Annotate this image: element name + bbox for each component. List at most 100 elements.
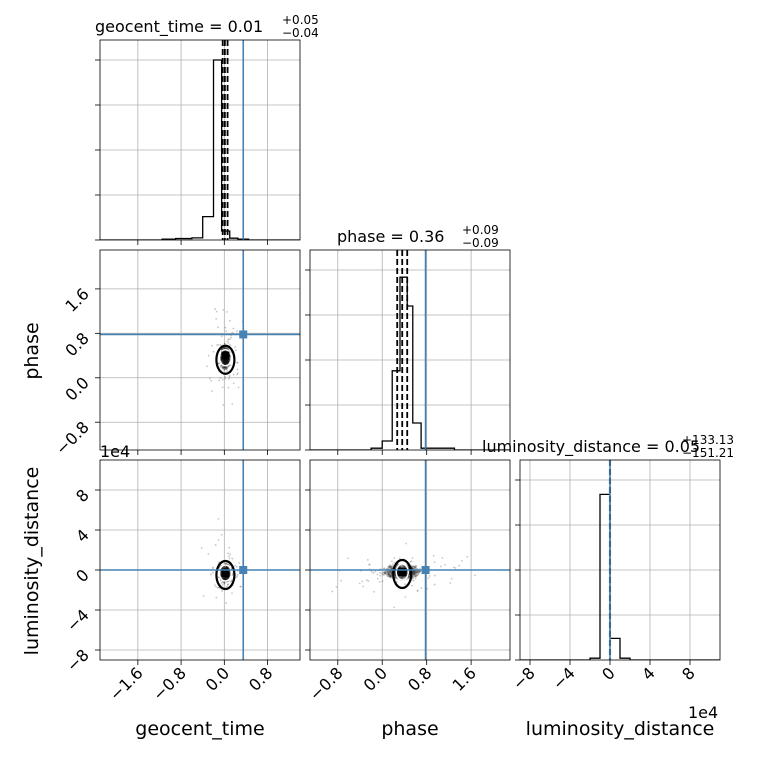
sample-point <box>384 572 387 575</box>
sample-point <box>212 571 214 574</box>
panel-frame <box>309 249 511 451</box>
sample-point <box>395 580 398 583</box>
sample-point <box>215 596 218 599</box>
sample-point <box>389 565 392 568</box>
sample-point <box>224 326 227 329</box>
sample-point <box>228 338 231 341</box>
sample-point <box>216 344 219 347</box>
sample-point <box>379 574 382 577</box>
sample-point <box>387 573 390 576</box>
sample-point <box>412 570 415 573</box>
sample-point <box>412 572 415 575</box>
title-geocent-time-upper: +0.05 <box>282 13 319 27</box>
sample-point <box>383 573 385 576</box>
sample-point <box>234 564 236 567</box>
sample-point <box>221 347 224 350</box>
sample-point <box>411 577 414 580</box>
sample-point <box>331 590 334 593</box>
sample-point <box>388 570 391 573</box>
sample-point <box>231 592 233 595</box>
sample-point <box>224 578 227 580</box>
xlabel-geocent-time: geocent_time <box>135 718 264 740</box>
sample-point <box>390 575 393 578</box>
sample-point <box>227 360 230 363</box>
sample-point <box>401 576 404 579</box>
sample-point <box>207 354 210 357</box>
sample-point <box>237 386 240 389</box>
sample-point <box>399 565 401 568</box>
sample-point <box>221 359 223 362</box>
sample-point <box>227 583 229 586</box>
sample-point <box>217 539 220 541</box>
sample-point <box>416 571 419 574</box>
ylabel-phase: phase <box>21 322 43 379</box>
sample-point <box>415 571 417 574</box>
sample-point <box>224 342 226 345</box>
sample-point <box>390 573 393 576</box>
sample-point <box>388 573 391 575</box>
sample-point <box>225 330 228 332</box>
sample-point <box>391 567 394 570</box>
histogram-geocent_time <box>100 59 300 240</box>
title-geocent-time: geocent_time = 0.01 <box>95 17 263 37</box>
sample-point <box>225 577 228 580</box>
sample-point <box>390 574 393 577</box>
sample-point <box>405 542 408 545</box>
sample-point <box>234 345 237 348</box>
y-tick-label: −8 <box>63 645 93 675</box>
sample-point <box>414 574 417 577</box>
sample-point <box>458 564 460 567</box>
sample-point <box>224 347 227 349</box>
sample-point <box>235 565 238 568</box>
sample-point <box>221 360 224 363</box>
sample-point <box>390 572 392 574</box>
sample-point <box>222 366 225 369</box>
sample-point <box>414 571 417 574</box>
sample-point <box>222 566 225 569</box>
sample-point <box>222 581 225 584</box>
sample-point <box>226 576 229 579</box>
sample-point <box>383 572 386 574</box>
sample-point <box>414 570 417 573</box>
sample-point <box>223 578 226 580</box>
sample-point <box>416 571 419 574</box>
sample-point <box>373 590 375 593</box>
sample-point <box>223 366 225 369</box>
sample-point <box>433 574 436 577</box>
panel-r2-c1: −0.8 0.0 0.8 1.6 <box>305 459 511 704</box>
sample-point <box>461 560 463 562</box>
sample-point <box>226 347 228 350</box>
sample-point <box>220 582 223 585</box>
sample-point <box>227 583 229 586</box>
sample-point <box>387 573 390 576</box>
sample-point <box>219 377 222 379</box>
sample-point <box>387 573 390 576</box>
sample-point <box>239 585 242 588</box>
sample-point <box>228 546 231 549</box>
sample-point <box>230 336 232 339</box>
sample-point <box>452 566 455 569</box>
sample-point <box>361 580 364 583</box>
sample-point <box>410 560 413 563</box>
x-tick-label: 1.6 <box>449 663 480 694</box>
sample-point <box>219 365 222 368</box>
sample-point <box>382 567 385 570</box>
sample-point <box>408 575 410 578</box>
sample-point <box>413 571 416 573</box>
sample-point <box>388 571 391 574</box>
sample-point <box>227 552 229 555</box>
sample-point <box>402 565 405 568</box>
sample-point <box>404 596 407 598</box>
sample-point <box>225 566 228 569</box>
sample-point <box>227 386 230 389</box>
sample-point <box>399 565 402 568</box>
truth-marker <box>421 566 430 574</box>
sample-point <box>390 564 393 567</box>
sample-point <box>410 565 413 568</box>
sample-point <box>220 358 222 361</box>
panel-frame <box>309 459 511 661</box>
sample-point <box>358 582 361 585</box>
sample-point <box>384 572 386 575</box>
sample-point <box>222 567 225 569</box>
